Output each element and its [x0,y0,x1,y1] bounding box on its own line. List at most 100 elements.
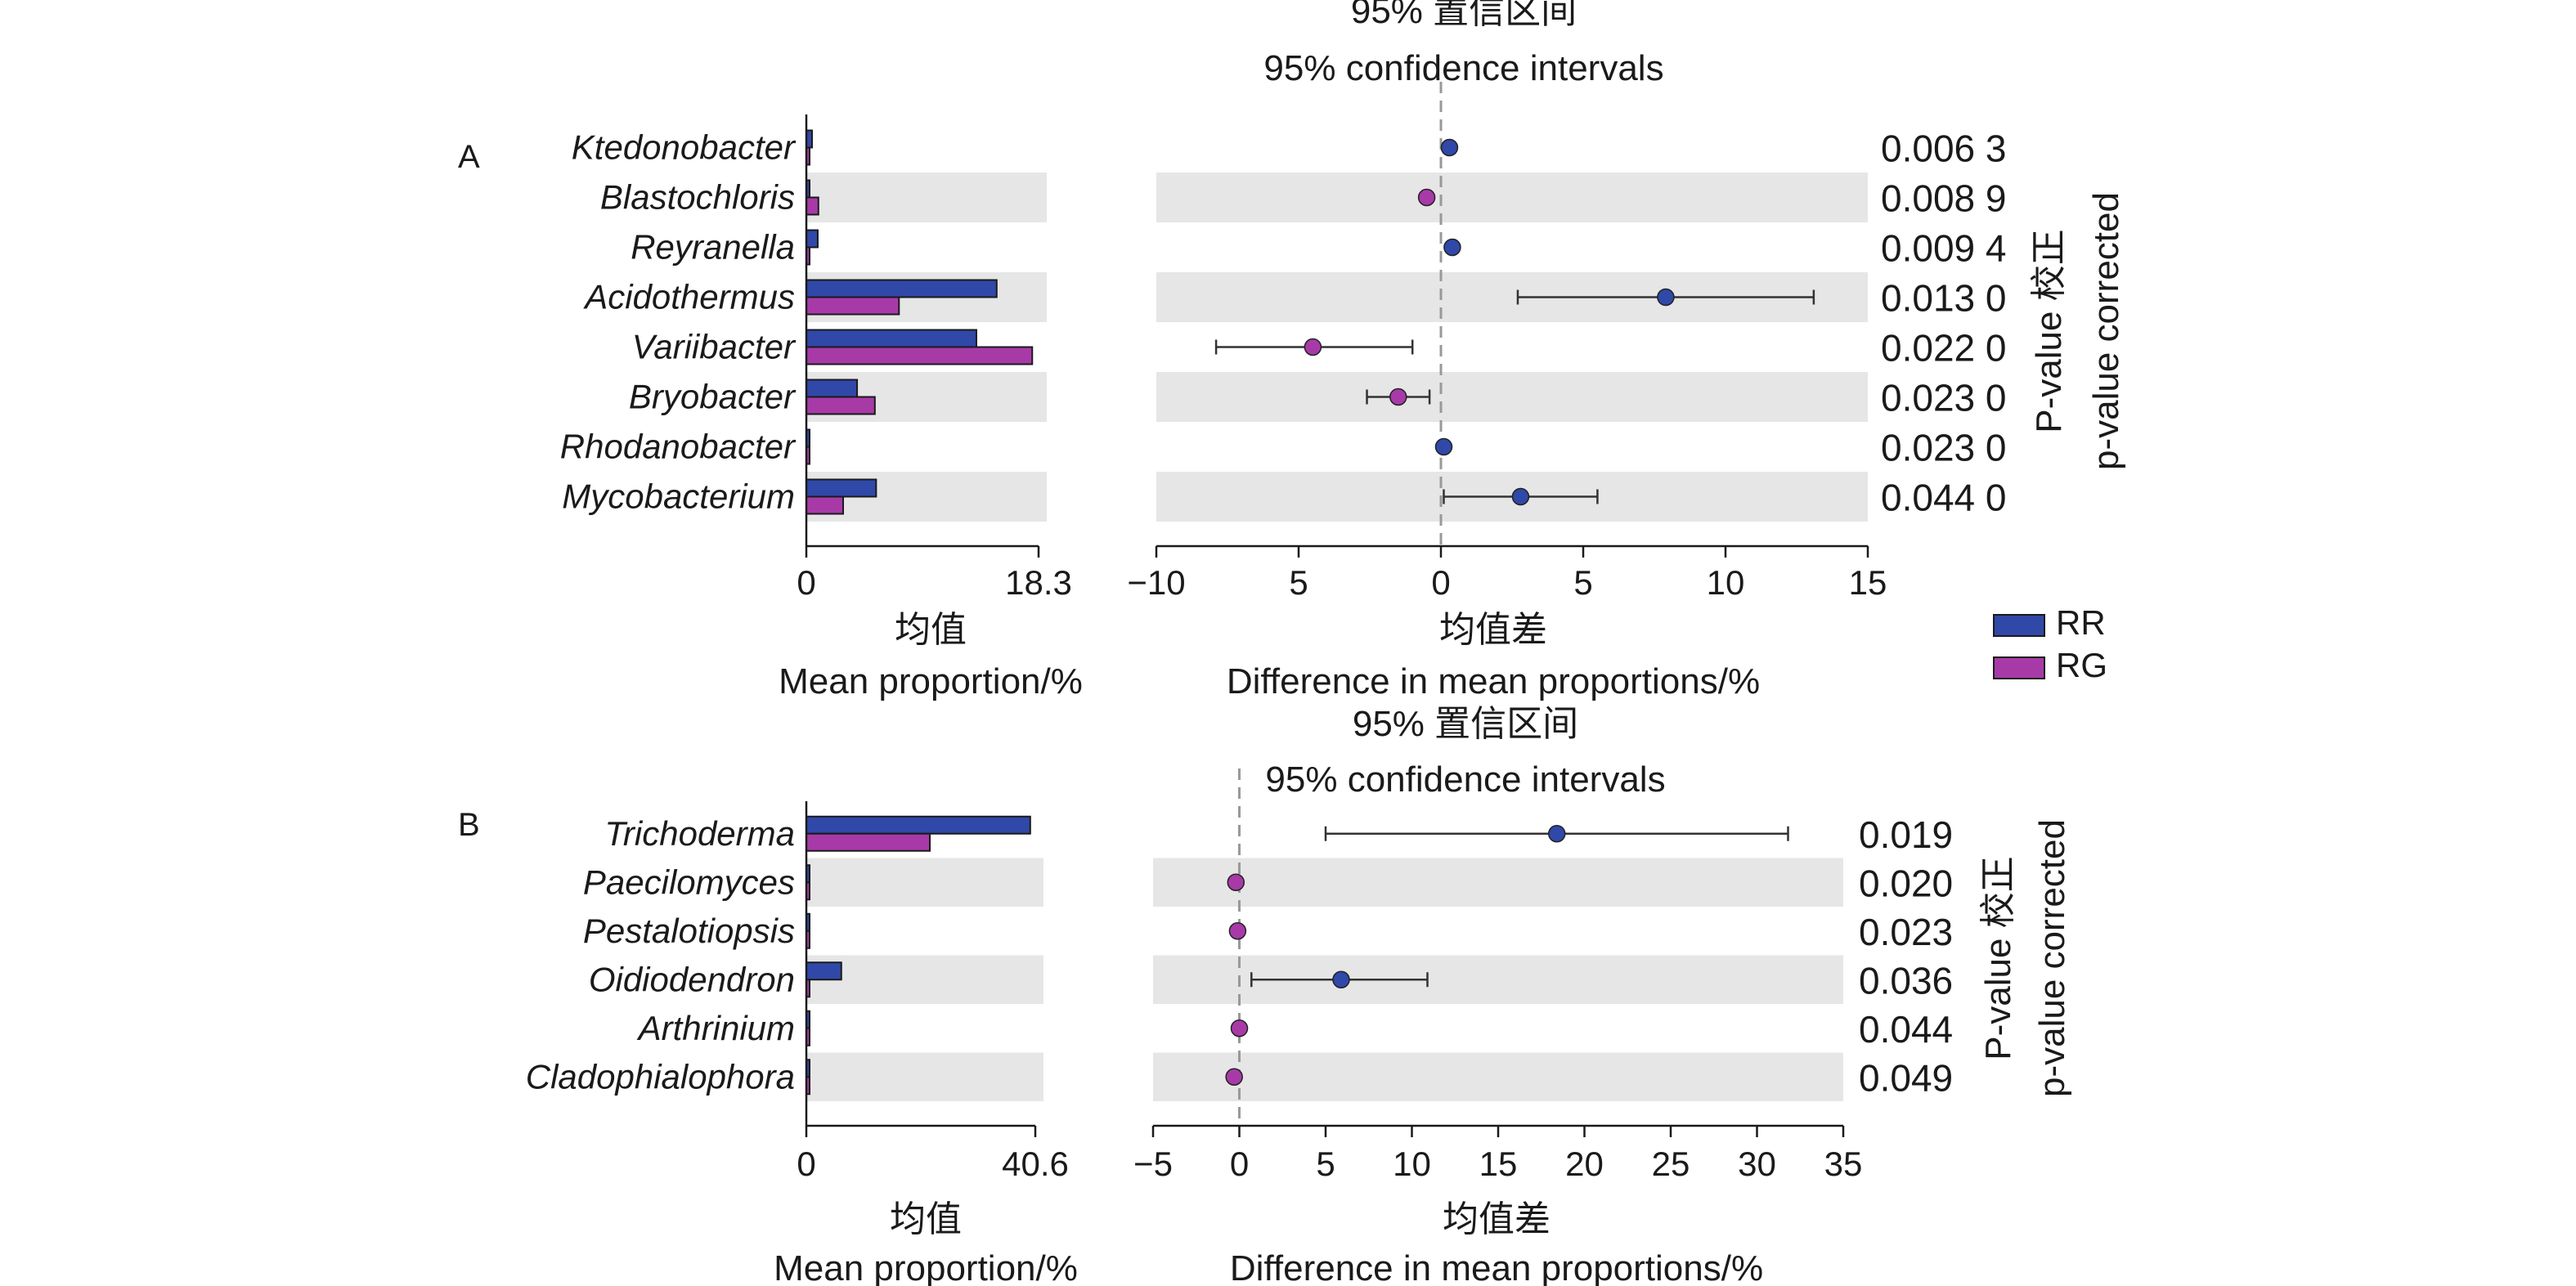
row-stripe-left [806,173,1047,222]
p-value: 0.006 3 [1881,128,2006,170]
row-stripe-right [1153,858,1843,907]
diff-point [1547,825,1566,843]
ci-title-en: 95% confidence intervals [1263,48,1663,88]
side-label-cn: P-value 校正 [2029,229,2069,432]
side-label-en: p-value corrected [2032,819,2072,1097]
row-stripe-left [806,955,1043,1004]
right-tick-label: −10 [1127,563,1185,602]
bar-rg [806,296,900,316]
left-tick-label: 40.6 [1002,1145,1069,1183]
bar-rg [806,196,819,216]
legend-swatch-rg [1993,656,2045,679]
genus-label: Rhodanobacter [560,428,797,466]
genus-label: Paecilomyces [583,863,795,901]
p-value: 0.023 0 [1881,427,2006,469]
genus-label: Bryobacter [629,378,797,416]
diff-point [1228,922,1247,940]
right-xlabel-cn: 均值差 [1439,610,1547,650]
diff-point [1417,188,1436,207]
left-xlabel-en: Mean proportion/% [774,1248,1078,1286]
left-xlabel-en: Mean proportion/% [779,661,1083,701]
panel-a: A 95% 置信区间 95% confidence intervals Ktedono… [458,0,2126,701]
right-tick-label: 5 [1573,563,1592,602]
p-value: 0.044 0 [1881,477,2006,519]
diff-point [1227,873,1245,891]
diff-point [1440,138,1459,157]
diff-point [1434,437,1453,456]
bar-rg [806,346,1034,365]
left-xlabel-cn: 均值 [890,1199,962,1239]
left-tick-label: 0 [797,563,815,602]
right-tick-label: 15 [1849,563,1887,602]
bar-rr [806,815,1031,835]
p-value: 0.044 [1859,1008,1953,1051]
legend-label: RR [2056,603,2106,642]
genus-label: Reyranella [631,228,795,267]
genus-label: Cladophialophora [526,1057,795,1096]
p-value: 0.009 4 [1881,227,2006,270]
genus-label: Blastochloris [600,178,795,217]
left-tick-label: 0 [797,1145,815,1183]
row-stripe-right [1156,372,1868,422]
right-tick-label: 0 [1431,563,1450,602]
ci-title-en: 95% confidence intervals [1265,760,1665,800]
diff-point [1443,238,1461,257]
p-value: 0.022 0 [1881,327,2006,370]
panel-b: B 95% 置信区间 95% confidence intervals Trichod… [458,704,2072,1286]
left-xlabel-cn: 均值 [895,610,967,650]
panel-letter: B [458,807,480,843]
right-tick-label: 0 [1230,1145,1249,1183]
right-tick-label: 15 [1479,1145,1518,1183]
side-label-cn: P-value 校正 [1978,856,2018,1060]
row-stripe-right [1156,173,1868,222]
p-value: 0.049 [1859,1056,1953,1099]
bar-rg [806,495,845,515]
bar-rg [806,832,931,852]
bar-rr [806,229,819,249]
ci-title-cn: 95% 置信区间 [1353,704,1578,744]
diff-point [1389,388,1407,406]
genus-label: Acidothermus [582,278,795,316]
bar-rr [806,279,998,298]
bar-rg [806,396,876,415]
right-tick-label: −5 [1133,1145,1173,1183]
p-value: 0.036 [1859,959,1953,1001]
right-xlabel-en: Difference in mean proportions/% [1230,1248,1763,1286]
right-tick-label: 35 [1824,1145,1863,1183]
bar-rr [806,379,859,398]
right-tick-label: 10 [1707,563,1745,602]
genus-label: Ktedonobacter [572,128,797,167]
diff-point [1332,970,1350,988]
left-tick-label: 18.3 [1005,563,1072,602]
bar-rr [806,329,977,348]
diff-point [1511,487,1530,506]
row-stripe-left [806,858,1043,907]
right-tick-label: 5 [1316,1145,1335,1183]
right-tick-label: 25 [1652,1145,1690,1183]
genus-label: Mycobacterium [562,477,795,516]
genus-label: Trichoderma [604,814,795,853]
bar-rr [806,961,842,981]
right-tick-label: 10 [1393,1145,1431,1183]
p-value: 0.013 0 [1881,277,2006,320]
genus-label: Variibacter [632,328,797,366]
p-value: 0.020 [1859,862,1953,904]
bar-rr [806,478,877,498]
right-tick-label: 20 [1565,1145,1604,1183]
legend: RR RG [1993,603,2107,684]
right-tick-label: 5 [1289,563,1308,602]
legend-label: RG [2056,646,2107,684]
right-xlabel-cn: 均值差 [1443,1199,1551,1239]
p-value: 0.008 9 [1881,177,2006,220]
right-xlabel-en: Difference in mean proportions/% [1227,661,1760,701]
legend-swatch-rr [1993,614,2045,637]
p-value: 0.023 [1859,911,1953,953]
diff-point [1230,1019,1249,1037]
genus-label: Oidiodendron [589,960,795,998]
diff-point [1657,288,1675,307]
side-label-en: p-value corrected [2086,192,2126,470]
diff-point [1225,1068,1243,1086]
genus-label: Pestalotiopsis [583,912,795,950]
diff-point [1304,338,1322,356]
